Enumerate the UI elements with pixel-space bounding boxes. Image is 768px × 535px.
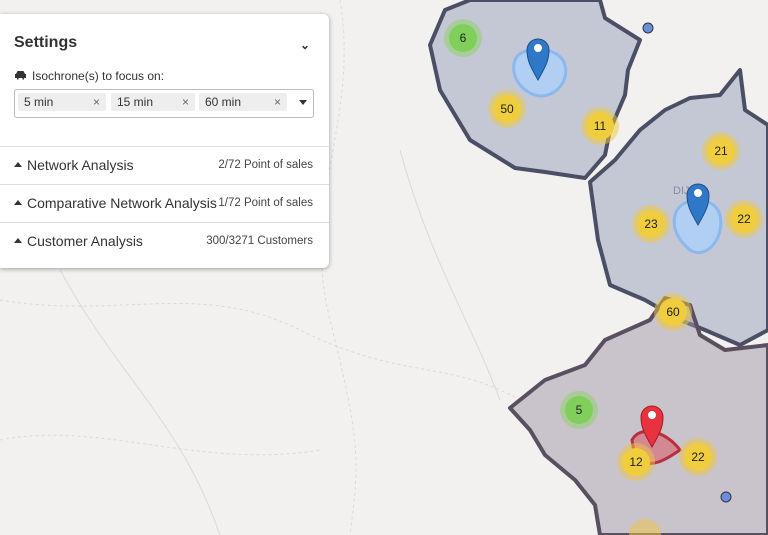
car-icon (15, 71, 26, 80)
point (642, 22, 654, 34)
cluster-label: 23 (644, 217, 658, 231)
point (720, 491, 732, 503)
cluster-label: 11 (594, 119, 607, 133)
cluster[interactable] (493, 95, 521, 123)
cluster-partial (629, 519, 661, 535)
section-name: Network Analysis (14, 157, 134, 173)
section-count: 2/72 Point of sales (218, 159, 313, 171)
section[interactable]: Customer Analysis 300/3271 Customers (0, 222, 329, 261)
dropdown-caret[interactable] (299, 100, 307, 105)
roads (0, 0, 521, 535)
cluster[interactable] (637, 210, 665, 238)
cluster[interactable] (565, 396, 593, 424)
cluster-label: 6 (460, 31, 467, 45)
settings-panel: Settings ⌄ Isochrone(s) to focus on: 5 m… (0, 14, 329, 268)
tag-text: 5 min (24, 95, 54, 109)
tag-remove[interactable]: × (181, 95, 189, 109)
marker[interactable] (640, 405, 664, 449)
isochrone-text: Isochrone(s) to focus on: (32, 69, 165, 83)
cluster[interactable] (622, 448, 650, 476)
cluster-label: 22 (691, 450, 705, 464)
tag-remove[interactable]: × (273, 95, 281, 109)
section-name: Customer Analysis (14, 233, 143, 249)
cluster-label: 5 (576, 403, 583, 417)
tag[interactable]: 5 min × (18, 93, 106, 111)
section[interactable]: Comparative Network Analysis 1/72 Point o… (0, 184, 329, 223)
isochrone-label: Isochrone(s) to focus on: (14, 69, 164, 83)
markers (526, 38, 710, 449)
section-count: 1/72 Point of sales (218, 197, 313, 209)
cluster[interactable] (586, 112, 614, 140)
cluster-label: 50 (500, 102, 514, 116)
cluster-label: 21 (714, 144, 728, 158)
collapse-toggle[interactable]: ⌄ (300, 38, 311, 52)
clusters: 6 50 11 21 23 22 60 5 12 22 (444, 19, 763, 481)
cluster[interactable] (449, 24, 477, 52)
cluster-label: 12 (629, 455, 643, 469)
section[interactable]: Network Analysis 2/72 Point of sales (0, 146, 329, 185)
marker[interactable] (526, 38, 550, 82)
tag-remove[interactable]: × (92, 95, 100, 109)
cluster-label: 60 (666, 305, 680, 319)
cluster[interactable] (730, 205, 758, 233)
section-name: Comparative Network Analysis (14, 195, 217, 211)
cluster[interactable] (707, 137, 735, 165)
cluster-label: 22 (737, 212, 751, 226)
cluster[interactable] (684, 443, 712, 471)
tag[interactable]: 15 min × (111, 93, 195, 111)
isochrone-select[interactable]: 5 min × 15 min × 60 min × (14, 89, 314, 118)
tag-text: 60 min (205, 95, 242, 109)
panel-title: Settings (14, 34, 78, 51)
isochrone-areas (428, 0, 768, 535)
tag[interactable]: 60 min × (199, 93, 287, 111)
cluster[interactable] (659, 298, 687, 326)
place-label: DIJ (673, 185, 690, 197)
tag-text: 15 min (117, 95, 154, 109)
section-count: 300/3271 Customers (206, 235, 313, 247)
marker[interactable] (686, 183, 710, 227)
